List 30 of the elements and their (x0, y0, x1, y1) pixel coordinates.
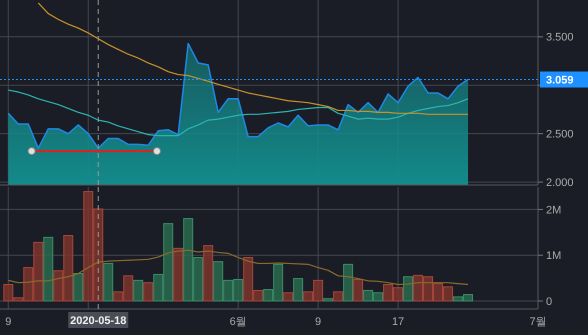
bar (343, 264, 354, 302)
x-tick-label: 17 (392, 316, 404, 328)
y-tick-label: 2.500 (546, 128, 574, 141)
bar (293, 278, 304, 302)
bar (283, 292, 294, 302)
y-tick-label: 3.500 (546, 32, 574, 44)
bar (133, 280, 144, 302)
y-tick-label: 2M (546, 204, 562, 216)
bar (353, 278, 364, 302)
ref-line-label: 2020-05-18 (70, 315, 126, 327)
bar (203, 245, 214, 302)
bar (103, 262, 114, 302)
line-series (38, 2, 469, 115)
bar (143, 282, 154, 302)
bar (333, 291, 344, 302)
bar (43, 236, 54, 302)
bar (73, 273, 84, 302)
y-tick-label: 0 (546, 296, 552, 308)
x-tick-label: 9 (5, 316, 12, 328)
bar (173, 248, 184, 302)
x-tick-label: 9 (315, 316, 322, 328)
line-series (8, 89, 469, 136)
x-tick-label: 7월 (529, 316, 547, 328)
bar (403, 276, 414, 302)
bar (323, 298, 334, 302)
line-series (8, 250, 469, 286)
y-tick-label: 1M (546, 250, 562, 262)
x-tick-label: 6월 (230, 316, 247, 328)
ref-line-label: 3.059 (546, 74, 574, 86)
y-tick-label: 2.000 (546, 176, 574, 189)
